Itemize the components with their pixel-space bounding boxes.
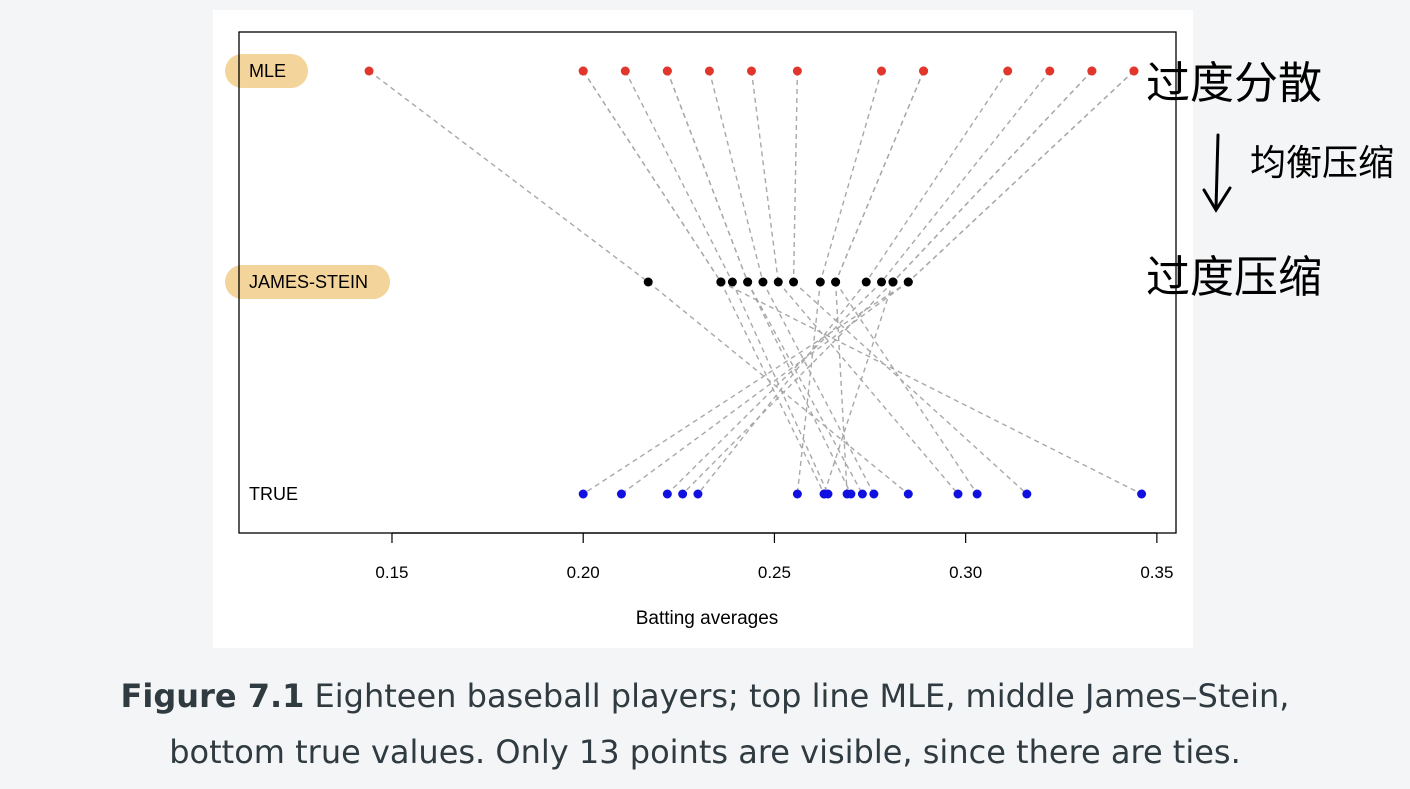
point-js-2 <box>727 277 737 287</box>
connector-mle-js-9 <box>834 70 925 283</box>
point-true-9 <box>842 489 852 499</box>
label-highlights <box>225 54 391 299</box>
point-true-11 <box>693 489 703 499</box>
connector-js-true-15 <box>621 281 909 495</box>
connector-js-true-14 <box>582 281 909 495</box>
point-js-0 <box>643 277 653 287</box>
note-overdispersion: 过度分散 <box>1146 58 1322 109</box>
connector-js-true-10 <box>835 281 978 495</box>
connector-mle-js-12 <box>880 70 1051 283</box>
point-js-16 <box>716 277 726 287</box>
point-js-17 <box>888 277 898 287</box>
point-mle-4 <box>662 66 672 76</box>
x-tick-label-4: 0.35 <box>1140 563 1173 582</box>
point-true-15 <box>616 489 626 499</box>
x-tick-label-2: 0.25 <box>758 563 791 582</box>
point-mle-11 <box>1003 66 1013 76</box>
connector-js-true-5 <box>762 281 875 495</box>
point-js-12 <box>877 277 887 287</box>
point-mle-12 <box>1045 66 1055 76</box>
point-true-12 <box>662 489 672 499</box>
data-points <box>364 66 1147 499</box>
row-label-mle: MLE <box>249 61 286 81</box>
point-mle-0 <box>364 66 374 76</box>
connector-js-true-4 <box>747 281 864 495</box>
point-js-5 <box>758 277 768 287</box>
point-mle-8 <box>877 66 887 76</box>
point-js-4 <box>743 277 753 287</box>
point-mle-6 <box>746 66 756 76</box>
point-js-8 <box>815 277 825 287</box>
connector-mle-js-15 <box>907 70 1135 283</box>
row-labels: MLE JAMES-STEIN TRUE <box>249 61 368 504</box>
connector-js-true-17 <box>823 281 894 495</box>
point-true-4 <box>857 489 867 499</box>
x-tick-label-1: 0.20 <box>567 563 600 582</box>
point-mle-7 <box>792 66 802 76</box>
connector-js-true-12 <box>666 281 883 495</box>
connector-mle-js-11 <box>865 70 1009 283</box>
caption-line-2: bottom true values. Only 13 points are v… <box>169 733 1241 771</box>
point-true-5 <box>869 489 879 499</box>
connector-mle-js-2 <box>624 70 733 283</box>
row-label-true: TRUE <box>249 484 298 504</box>
handwritten-notes: 过度分散 均衡压缩 过度压缩 <box>1146 58 1394 303</box>
connector-js-true-16 <box>720 281 1142 495</box>
connector-mle-js-10 <box>834 70 925 283</box>
point-true-7 <box>1022 489 1032 499</box>
point-mle-15 <box>1129 66 1139 76</box>
x-tick-label-0: 0.15 <box>375 563 408 582</box>
figure-caption: Figure 7.1 Eighteen baseball players; to… <box>0 668 1410 780</box>
point-mle-17 <box>1087 66 1097 76</box>
point-true-8 <box>792 489 802 499</box>
note-overshrinkage: 过度压缩 <box>1146 252 1322 303</box>
point-true-13 <box>678 489 688 499</box>
point-mle-10 <box>919 66 929 76</box>
point-true-6 <box>953 489 963 499</box>
point-true-14 <box>578 489 588 499</box>
point-js-7 <box>789 277 799 287</box>
point-js-6 <box>773 277 783 287</box>
figure-panel: MLE JAMES-STEIN TRUE 0.15 0.20 0.25 0.30 0.35 … <box>213 10 1193 648</box>
connector-js-true-3 <box>747 281 852 495</box>
caption-line-1: Figure 7.1 Eighteen baseball players; to… <box>0 668 1410 724</box>
connector-js-true-13 <box>682 281 894 495</box>
connector-js-true-11 <box>697 281 867 495</box>
connector-mle-js-0 <box>368 70 649 283</box>
highlight-mle <box>225 54 309 88</box>
connector-js-true-6 <box>777 281 959 495</box>
point-js-15 <box>903 277 913 287</box>
connector-mle-js-16 <box>582 70 722 283</box>
point-true-0 <box>903 489 913 499</box>
point-true-17 <box>819 489 829 499</box>
point-mle-5 <box>704 66 714 76</box>
note-balanced-shrinkage: 均衡压缩 <box>1250 143 1394 184</box>
point-js-10 <box>831 277 841 287</box>
connector-js-true-7 <box>793 281 1028 495</box>
connector-mle-js-8 <box>819 70 883 283</box>
shrinkage-lines <box>368 70 1142 495</box>
point-mle-16 <box>578 66 588 76</box>
connector-js-true-2 <box>731 281 829 495</box>
connector-mle-js-7 <box>792 70 799 283</box>
point-mle-2 <box>620 66 630 76</box>
connector-js-true-1 <box>720 281 825 495</box>
connector-mle-js-5 <box>708 70 764 283</box>
connector-mle-js-4 <box>666 70 749 283</box>
caption-text-1: Eighteen baseball players; top line MLE,… <box>314 677 1290 715</box>
connector-mle-js-17 <box>892 70 1093 283</box>
x-axis-label: Batting averages <box>636 608 779 629</box>
row-label-james-stein: JAMES-STEIN <box>249 272 368 292</box>
point-js-11 <box>861 277 871 287</box>
point-true-10 <box>972 489 982 499</box>
x-tick-label-3: 0.30 <box>949 563 982 582</box>
highlight-james-stein <box>225 265 391 299</box>
x-axis: 0.15 0.20 0.25 0.30 0.35 <box>375 532 1173 582</box>
caption-label: Figure 7.1 <box>120 677 305 715</box>
down-arrow-icon <box>1202 133 1232 213</box>
connector-js-true-0 <box>647 281 909 495</box>
point-true-16 <box>1137 489 1147 499</box>
connector-mle-js-6 <box>750 70 779 283</box>
